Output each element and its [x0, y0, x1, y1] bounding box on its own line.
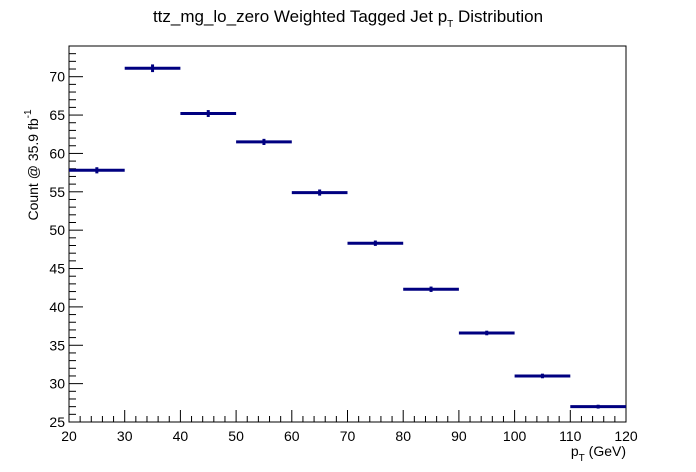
- x-tick-label: 20: [61, 428, 77, 444]
- histogram-bin: [124, 64, 181, 73]
- x-tick-label: 100: [503, 428, 527, 444]
- histogram-bin: [403, 286, 459, 292]
- x-tick-label: 30: [117, 428, 133, 444]
- x-tick-label: 60: [284, 428, 300, 444]
- svg-text:Count @ 35.9 fb-1: Count @ 35.9 fb-1: [23, 109, 41, 221]
- x-tick-label: 110: [559, 428, 582, 444]
- y-axis-title-main: Count @ 35.9 fb: [25, 118, 41, 220]
- histogram-bin: [458, 330, 515, 336]
- y-tick-label: 55: [49, 184, 65, 200]
- histogram-bin: [69, 167, 125, 174]
- y-tick-label: 25: [49, 414, 65, 430]
- histogram-bin: [236, 138, 292, 145]
- chart-title: ttz_mg_lo_zero Weighted Tagged Jet pT Di…: [153, 7, 543, 30]
- histogram-bin: [180, 110, 237, 117]
- histogram-bin: [514, 373, 571, 379]
- x-tick-label: 40: [173, 428, 189, 444]
- histogram-bin: [570, 404, 626, 409]
- x-tick-label: 80: [395, 428, 411, 444]
- x-tick-label: 90: [451, 428, 467, 444]
- chart-title-subscript: T: [447, 19, 453, 30]
- x-axis-title-subscript: T: [579, 453, 585, 464]
- x-tick-label: 120: [614, 428, 638, 444]
- axis-ticks: [68, 45, 627, 423]
- histogram-bins: [69, 64, 626, 409]
- chart-title-tail: Distribution: [453, 7, 543, 26]
- y-tick-labels: 25 30 35 40 45 50 55 60 65 70: [49, 69, 65, 430]
- x-tick-label: 70: [340, 428, 356, 444]
- x-axis-title-main: p: [571, 443, 579, 459]
- y-tick-label: 45: [49, 261, 65, 277]
- y-tick-label: 30: [49, 376, 65, 392]
- y-tick-label: 60: [49, 145, 65, 161]
- x-tick-label: 50: [228, 428, 244, 444]
- histogram-bin: [347, 240, 404, 246]
- x-axis-title-tail: (GeV): [585, 443, 626, 459]
- chart-title-main: ttz_mg_lo_zero Weighted Tagged Jet p: [153, 7, 447, 26]
- y-tick-label: 35: [49, 337, 65, 353]
- y-tick-label: 65: [49, 107, 65, 123]
- y-axis-title-superscript: -1: [23, 109, 34, 118]
- plot-frame: [68, 45, 627, 423]
- x-axis-title: pT (GeV): [571, 443, 626, 464]
- y-tick-label: 40: [49, 299, 65, 315]
- y-axis-title: Count @ 35.9 fb-1: [23, 109, 41, 221]
- y-tick-label: 50: [49, 222, 65, 238]
- histogram-bin: [291, 189, 348, 196]
- y-tick-label: 70: [49, 69, 65, 85]
- x-tick-labels: 20 30 40 50 60 70 80 90 100 110 120: [61, 428, 638, 444]
